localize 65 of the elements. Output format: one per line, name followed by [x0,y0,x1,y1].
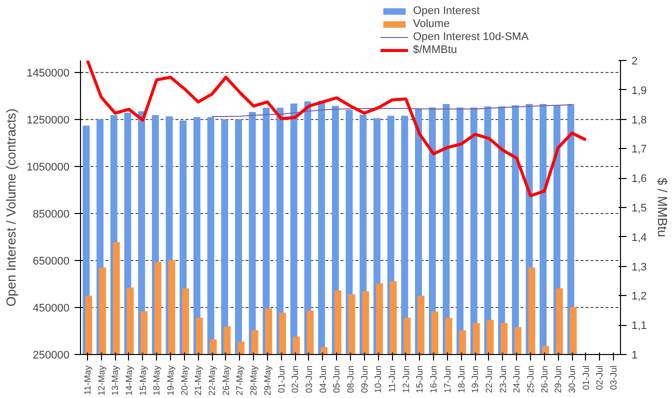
y2-tick-label: 1,8 [632,114,647,126]
x-tick-label: 13-May [110,365,120,396]
x-tick-label: 26-Jun [539,365,550,394]
x-tick-label: 17-Jun [442,365,452,394]
x-tick-label: 27-May [234,365,245,396]
x-tick-label: 23-Jun [498,365,508,394]
legend-label: $/MMBtu [413,43,458,56]
x-tick-label: 30-Jun [567,365,578,394]
x-tick-label: 15-May [138,365,148,396]
y2-tick-label: 2 [632,56,638,68]
line-series [212,104,573,117]
x-tick-label: 15-Jun [414,365,425,394]
x-tick-label: 28-May [248,365,259,396]
x-tick-label: 10-Jun [373,365,384,394]
x-tick-label: 03-Jul [608,365,619,390]
x-tick-label: 01-Jul [580,365,591,390]
y-tick-label: 250000 [32,350,70,362]
x-tick-label: 26-May [220,365,231,396]
x-tick-label: 22-May [207,365,218,396]
x-tick-label: 12-Jun [400,365,411,394]
y-tick-label: 450000 [32,302,70,314]
x-tick-label: 16-Jun [428,365,439,394]
x-tick-label: 20-May [179,365,190,396]
x-tick-label: 25-Jun [526,365,536,394]
x-tick-label: 21-May [193,365,204,396]
y2-tick-label: 1,9 [632,84,647,97]
x-tick-label: 29-Jun [553,365,564,394]
y2-tick-label: 1,4 [632,232,647,244]
y2-tick-label: 1,3 [632,261,647,274]
y-tick-label: 650000 [32,255,70,268]
y-tick-label: 1250000 [26,114,70,126]
x-tick-label: 04-Jun [318,365,328,394]
x-tick-label: 18-May [152,365,162,396]
x-tick-label: 11-May [82,365,92,395]
y-axis-title: Open Interest / Volume (contracts) [4,108,19,306]
x-tick-label: 12-May [96,365,106,396]
x-tick-label: 29-May [262,365,272,396]
x-tick-label: 24-Jun [512,365,522,394]
y2-tick-label: 1,2 [632,290,647,303]
x-tick-label: 22-Jun [484,365,494,394]
x-tick-label: 02-Jul [594,365,605,390]
y-tick-label: 1450000 [26,67,70,80]
y2-tick-label: 1,7 [632,144,647,156]
y2-tick-label: 1,1 [632,320,647,332]
x-tick-label: 05-Jun [332,365,342,394]
x-tick-label: 19-Jun [470,365,480,394]
x-tick-label: 18-Jun [456,365,466,394]
legend-label: Volume [413,17,450,30]
x-tick-label: 14-May [124,365,134,396]
y-tick-label: 1050000 [26,161,70,174]
x-tick-label: 02-Jun [290,365,300,394]
x-tick-label: 03-Jun [304,365,314,394]
x-tick-label: 01-Jun [276,365,286,394]
x-tick-label: 08-Jun [346,365,356,394]
y2-tick-label: 1 [632,350,638,362]
y2-tick-label: 1,6 [632,173,647,186]
legend-label: Open Interest [413,4,480,17]
y2-axis-title: $ / MMBtu [654,178,670,238]
line-series [86,60,588,198]
x-tick-label: 19-May [166,365,176,396]
y-tick-label: 850000 [32,208,70,220]
x-tick-label: 11-Jun [387,365,398,392]
y2-tick-label: 1,5 [632,202,647,214]
legend-label: Open Interest 10d-SMA [413,30,529,43]
x-tick-label: 09-Jun [359,365,370,394]
